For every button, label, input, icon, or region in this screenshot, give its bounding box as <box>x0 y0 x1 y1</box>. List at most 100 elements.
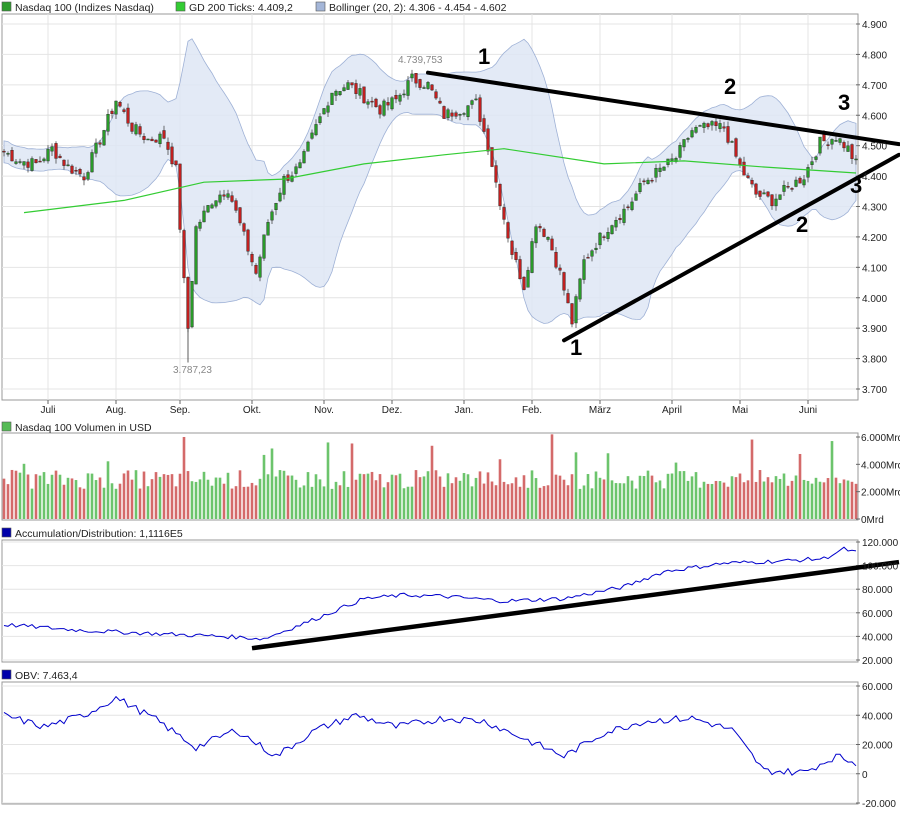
volume-bar <box>126 470 130 519</box>
volume-bar <box>642 476 646 519</box>
volume-bar <box>306 472 310 519</box>
volume-bar <box>454 477 458 519</box>
volume-bar <box>514 477 518 519</box>
x-tick-label: Sep. <box>170 405 191 416</box>
x-axis-labels: Juli Aug. Sep. Okt. Nov. Dez. Jan. Feb. März Apri… <box>40 405 817 416</box>
candle-body <box>14 161 18 164</box>
candle-body <box>566 293 570 304</box>
candle-body <box>278 192 282 202</box>
candle-body <box>482 118 486 132</box>
volume-bar <box>14 470 18 519</box>
candles <box>2 69 858 363</box>
candle-body <box>162 130 166 139</box>
volume-bar <box>854 483 858 519</box>
candle-body <box>614 220 618 228</box>
volume-bar <box>18 472 22 519</box>
volume-bar <box>82 488 86 519</box>
volume-bar <box>722 482 726 519</box>
candle-body <box>754 183 758 195</box>
candle-body <box>830 139 834 145</box>
candle-body <box>734 138 738 157</box>
candle-body <box>550 238 554 251</box>
candle-body <box>770 194 774 207</box>
volume-bars <box>2 434 858 519</box>
volume-bar <box>246 486 250 519</box>
x-tick-label: Feb. <box>522 405 542 416</box>
volume-bar <box>414 470 418 519</box>
candle-body <box>814 156 818 160</box>
candle-body <box>142 136 146 140</box>
obv-y-tick-label: 0 <box>862 770 868 781</box>
volume-bar <box>794 475 798 519</box>
x-tick-label: März <box>589 405 611 416</box>
volume-bar <box>574 452 578 519</box>
candle-body <box>134 124 138 135</box>
candle-body <box>506 222 510 239</box>
candle-body <box>290 175 294 182</box>
volume-bar <box>170 474 174 519</box>
candle-body <box>562 272 566 291</box>
candle-body <box>654 167 658 178</box>
candle-body <box>226 193 230 198</box>
volume-bar <box>106 461 110 519</box>
volume-bar <box>582 485 586 519</box>
volume-bar <box>738 473 742 519</box>
volume-bar <box>254 485 258 519</box>
candle-body <box>210 204 214 209</box>
candle-body <box>538 226 542 229</box>
volume-bar <box>842 479 846 519</box>
candle-body <box>130 122 134 132</box>
candle-body <box>582 259 586 280</box>
volume-bar <box>546 485 550 519</box>
candle-body <box>282 175 286 195</box>
volume-bar <box>330 488 334 519</box>
volume-bar <box>302 485 306 519</box>
volume-bar <box>630 480 634 519</box>
volume-bar <box>314 474 318 519</box>
candle-body <box>378 105 382 115</box>
x-tick-label: Juni <box>799 405 817 416</box>
candle-body <box>634 193 638 201</box>
volume-bar <box>650 475 654 519</box>
candle-body <box>678 145 682 158</box>
volume-bar <box>510 483 514 519</box>
candle-body <box>122 109 126 112</box>
candle-body <box>422 87 426 89</box>
candle-body <box>722 126 726 129</box>
candle-body <box>702 122 706 128</box>
candle-body <box>222 194 226 197</box>
candle-body <box>178 163 182 230</box>
volume-bar <box>378 474 382 519</box>
volume-bar <box>402 488 406 519</box>
price-y-tick-label: 3.700 <box>862 385 887 396</box>
candle-body <box>474 98 478 101</box>
volume-bar <box>450 483 454 519</box>
candle-body <box>574 296 578 324</box>
volume-bar <box>70 478 74 519</box>
volume-bar <box>158 476 162 519</box>
volume-bar <box>526 487 530 519</box>
candle-body <box>498 183 502 206</box>
volume-bar <box>62 484 66 519</box>
volume-bar <box>30 488 34 519</box>
candle-body <box>270 211 274 221</box>
volume-bar <box>218 477 222 519</box>
volume-bar <box>786 485 790 519</box>
price-y-tick-label: 4.800 <box>862 50 887 61</box>
candle-body <box>250 254 254 263</box>
volume-bar <box>206 479 210 519</box>
obv-line <box>3 695 857 776</box>
candle-body <box>450 112 454 117</box>
volume-bar <box>774 476 778 519</box>
volume-bar <box>466 474 470 519</box>
volume-bar <box>690 476 694 519</box>
volume-y-tick-label: 6.000Mrd <box>861 433 900 444</box>
candle-body <box>254 265 258 274</box>
candle-body <box>486 128 490 152</box>
candle-body <box>834 140 838 142</box>
obv-y-tick-label: 40.000 <box>862 711 893 722</box>
candle-body <box>62 159 66 166</box>
obv-panel-frame <box>1 681 859 805</box>
candle-body <box>698 125 702 127</box>
candle-body <box>298 162 302 169</box>
